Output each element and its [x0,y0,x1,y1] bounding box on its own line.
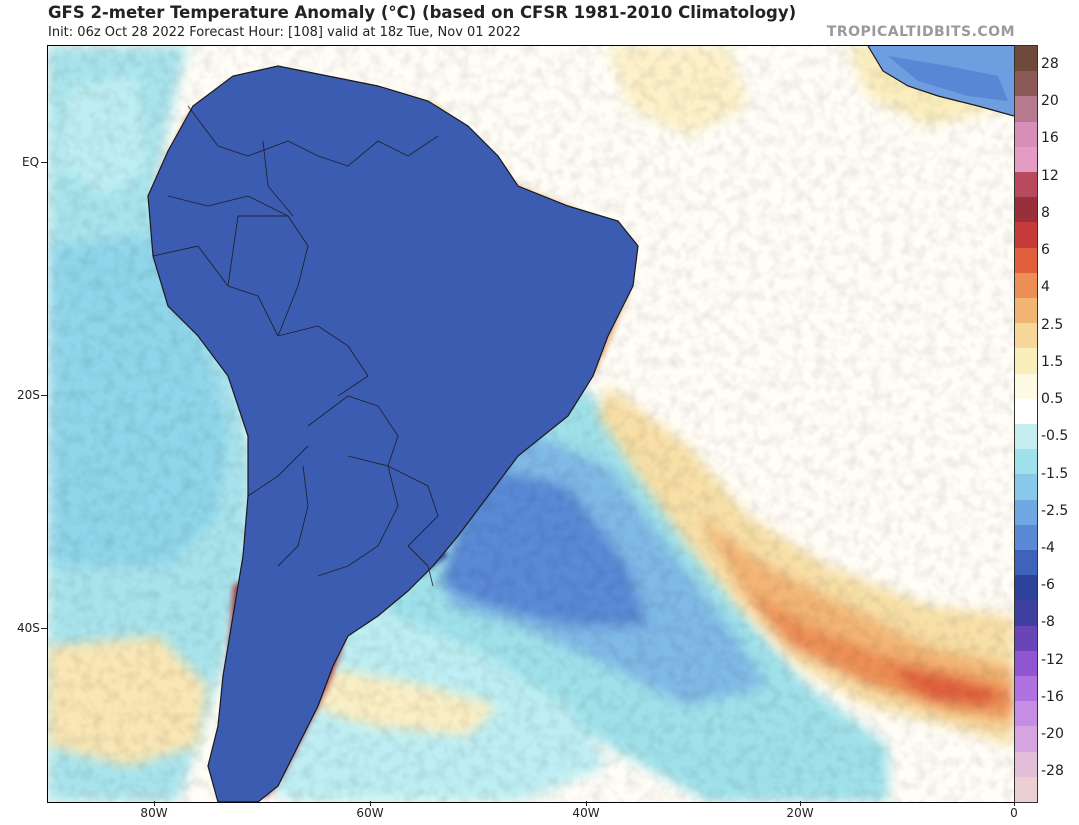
colorbar-segment [1015,172,1037,198]
colorbar-segment [1015,348,1037,375]
lat-tick-40s [41,628,47,629]
anomaly-map-svg [48,46,1014,802]
colorbar-segment [1015,96,1037,123]
coastlines [147,46,1014,802]
africa-landmass [868,46,1014,116]
colorbar-segment [1015,71,1037,97]
colorbar [1014,45,1038,803]
lon-label-80w: 80W [140,806,168,820]
colorbar-label: 12 [1041,167,1059,184]
colorbar-segment [1015,499,1037,526]
colorbar-segment [1015,550,1037,576]
colorbar-label: 4 [1041,279,1050,296]
colorbar-label: 2.5 [1041,316,1064,333]
colorbar-label: 8 [1041,204,1050,221]
colorbar-segment [1015,575,1037,601]
lat-tick-20s [41,395,47,396]
colorbar-segment [1015,524,1037,551]
colorbar-segment [1015,424,1037,450]
colorbar-segment [1015,373,1037,400]
colorbar-segment [1015,449,1037,475]
colorbar-label: 0.5 [1041,391,1064,408]
colorbar-label: -1.5 [1041,465,1069,482]
colorbar-label: 16 [1041,130,1059,147]
colorbar-segment [1015,676,1037,702]
colorbar-segment [1015,398,1037,425]
chart-subtitle: Init: 06z Oct 28 2022 Forecast Hour: [10… [48,25,521,40]
lat-label-40s: 40S [17,621,40,635]
lon-label-0: 0 [1010,806,1018,820]
lat-label-20s: 20S [17,388,40,402]
lat-tick-eq [41,162,47,163]
colorbar-segment [1015,46,1037,72]
chart-title: GFS 2-meter Temperature Anomaly (°C) (ba… [48,3,797,22]
country-borders [152,105,439,587]
colorbar-segment [1015,197,1037,223]
colorbar-segment [1015,272,1037,299]
lat-label-eq: EQ [22,155,40,169]
colorbar-label: 6 [1041,242,1050,259]
colorbar-segment [1015,222,1037,249]
colorbar-label: -20 [1041,726,1064,743]
lon-label-40w: 40W [572,806,600,820]
colorbar-label: 1.5 [1041,353,1064,370]
colorbar-segment [1015,600,1037,627]
colorbar-label: 28 [1041,56,1059,72]
lon-label-60w: 60W [356,806,384,820]
colorbar-label: -0.5 [1041,428,1069,445]
colorbar-label: 20 [1041,93,1059,110]
lon-label-20w: 20W [786,806,814,820]
site-brand: TROPICALTIDBITS.COM [826,24,1015,40]
colorbar-segment [1015,247,1037,274]
colorbar-segment [1015,323,1037,349]
colorbar-label: -2.5 [1041,502,1069,519]
colorbar-label: -8 [1041,614,1055,631]
colorbar-label: -4 [1041,540,1055,557]
colorbar-segment [1015,121,1037,148]
colorbar-segment [1015,776,1037,803]
lon-tick-80w [154,801,155,806]
colorbar-segment [1015,474,1037,501]
colorbar-segment [1015,625,1037,652]
colorbar-label: -16 [1041,688,1064,705]
colorbar-segment [1015,701,1037,727]
colorbar-segment [1015,298,1037,324]
lon-tick-40w [586,801,587,806]
colorbar-label: -28 [1041,763,1064,780]
anomaly-map [47,45,1015,803]
colorbar-label: -12 [1041,651,1064,668]
colorbar-segment [1015,751,1037,778]
colorbar-segment [1015,726,1037,753]
colorbar-label: -6 [1041,577,1055,594]
lon-tick-20w [800,801,801,806]
lon-tick-0 [1014,801,1015,806]
colorbar-segment [1015,146,1037,173]
colorbar-segment [1015,650,1037,677]
lon-tick-60w [370,801,371,806]
